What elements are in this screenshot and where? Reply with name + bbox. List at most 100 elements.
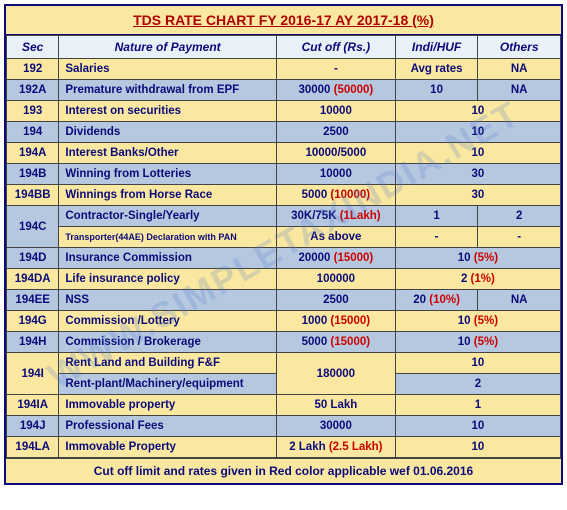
cell-sec: 194C <box>7 206 59 248</box>
cell-cutoff: 30K/75K (1Lakh) <box>276 206 395 227</box>
table-row: 194LAImmovable Property2 Lakh (2.5 Lakh)… <box>7 437 561 458</box>
cell-cutoff: 30000 <box>276 416 395 437</box>
cell-cutoff: 10000/5000 <box>276 143 395 164</box>
cell-nature: Winning from Lotteries <box>59 164 277 185</box>
table-row: 194GCommission /Lottery1000 (15000)10 (5… <box>7 311 561 332</box>
cell-rate-merged: 10 <box>395 122 560 143</box>
table-row: 194Dividends250010 <box>7 122 561 143</box>
cell-indi: 20 (10%) <box>395 290 478 311</box>
cell-sec: 194LA <box>7 437 59 458</box>
table-row: 194IRent Land and Building F&F18000010 <box>7 353 561 374</box>
cell-rate-merged: 10 <box>395 437 560 458</box>
cell-sec: 194BB <box>7 185 59 206</box>
table-row: 192APremature withdrawal from EPF30000 (… <box>7 80 561 101</box>
cell-cutoff: 180000 <box>276 353 395 395</box>
cell-rate-merged: 10 <box>395 101 560 122</box>
cell-rate-merged: 10 <box>395 143 560 164</box>
cell-cutoff: 100000 <box>276 269 395 290</box>
cell-sec: 194A <box>7 143 59 164</box>
cell-cutoff: 30000 (50000) <box>276 80 395 101</box>
cell-nature: Winnings from Horse Race <box>59 185 277 206</box>
cell-others: NA <box>478 80 561 101</box>
cell-sec: 194IA <box>7 395 59 416</box>
cell-cutoff: 5000 (10000) <box>276 185 395 206</box>
cell-indi: Avg rates <box>395 59 478 80</box>
cell-nature: NSS <box>59 290 277 311</box>
cell-rate-merged: 2 <box>395 374 560 395</box>
cell-nature: Salaries <box>59 59 277 80</box>
cell-indi: 1 <box>395 206 478 227</box>
cell-nature: Life insurance policy <box>59 269 277 290</box>
header-nature: Nature of Payment <box>59 36 277 59</box>
table-row: 194BWinning from Lotteries1000030 <box>7 164 561 185</box>
cell-cutoff: - <box>276 59 395 80</box>
cell-sec: 194D <box>7 248 59 269</box>
header-sec: Sec <box>7 36 59 59</box>
cell-indi: 10 <box>395 80 478 101</box>
table-row: 193Interest on securities1000010 <box>7 101 561 122</box>
cell-indi: - <box>395 227 478 248</box>
cell-rate-merged: 10 (5%) <box>395 248 560 269</box>
cell-sec: 194EE <box>7 290 59 311</box>
cell-nature: Insurance Commission <box>59 248 277 269</box>
cell-sec: 194B <box>7 164 59 185</box>
table-row: 194JProfessional Fees3000010 <box>7 416 561 437</box>
cell-cutoff: 2500 <box>276 122 395 143</box>
cell-others: - <box>478 227 561 248</box>
footnote-text: Cut off limit and rates given in Red col… <box>6 458 561 483</box>
cell-cutoff: 50 Lakh <box>276 395 395 416</box>
cell-rate-merged: 2 (1%) <box>395 269 560 290</box>
cell-sec: 194H <box>7 332 59 353</box>
cell-nature: Transporter(44AE) Declaration with PAN <box>59 227 277 248</box>
cell-sec: 194J <box>7 416 59 437</box>
header-indi: Indi/HUF <box>395 36 478 59</box>
cell-cutoff: 2500 <box>276 290 395 311</box>
table-row: 194AInterest Banks/Other10000/500010 <box>7 143 561 164</box>
cell-nature: Rent Land and Building F&F <box>59 353 277 374</box>
cell-sec: 192 <box>7 59 59 80</box>
cell-rate-merged: 1 <box>395 395 560 416</box>
table-row: 192Salaries-Avg ratesNA <box>7 59 561 80</box>
cell-nature: Dividends <box>59 122 277 143</box>
cell-cutoff: 20000 (15000) <box>276 248 395 269</box>
cell-cutoff: 10000 <box>276 164 395 185</box>
table-row: 194IAImmovable property50 Lakh1 <box>7 395 561 416</box>
cell-cutoff: As above <box>276 227 395 248</box>
cell-cutoff: 1000 (15000) <box>276 311 395 332</box>
cell-nature: Commission /Lottery <box>59 311 277 332</box>
cell-rate-merged: 30 <box>395 164 560 185</box>
table-row: 194DALife insurance policy1000002 (1%) <box>7 269 561 290</box>
table-header-row: Sec Nature of Payment Cut off (Rs.) Indi… <box>7 36 561 59</box>
cell-cutoff: 5000 (15000) <box>276 332 395 353</box>
cell-others: NA <box>478 59 561 80</box>
cell-others: 2 <box>478 206 561 227</box>
cell-others: NA <box>478 290 561 311</box>
cell-sec: 194 <box>7 122 59 143</box>
chart-title: TDS RATE CHART FY 2016-17 AY 2017-18 (%) <box>6 6 561 35</box>
table-row: 194DInsurance Commission20000 (15000)10 … <box>7 248 561 269</box>
cell-rate-merged: 10 <box>395 416 560 437</box>
table-row: Transporter(44AE) Declaration with PANAs… <box>7 227 561 248</box>
table-row: 194CContractor-Single/Yearly30K/75K (1La… <box>7 206 561 227</box>
table-row: 194HCommission / Brokerage5000 (15000)10… <box>7 332 561 353</box>
cell-sec: 194I <box>7 353 59 395</box>
cell-sec: 194G <box>7 311 59 332</box>
cell-sec: 194DA <box>7 269 59 290</box>
cell-nature: Interest Banks/Other <box>59 143 277 164</box>
header-others: Others <box>478 36 561 59</box>
table-row: 194BBWinnings from Horse Race5000 (10000… <box>7 185 561 206</box>
cell-nature: Interest on securities <box>59 101 277 122</box>
cell-rate-merged: 10 <box>395 353 560 374</box>
cell-rate-merged: 30 <box>395 185 560 206</box>
cell-rate-merged: 10 (5%) <box>395 332 560 353</box>
cell-rate-merged: 10 (5%) <box>395 311 560 332</box>
cell-cutoff: 2 Lakh (2.5 Lakh) <box>276 437 395 458</box>
chart-container: WWW.SIMPLETAXINDIA.NET TDS RATE CHART FY… <box>4 4 563 485</box>
cell-sec: 192A <box>7 80 59 101</box>
cell-nature: Contractor-Single/Yearly <box>59 206 277 227</box>
cell-nature: Rent-plant/Machinery/equipment <box>59 374 277 395</box>
cell-nature: Immovable Property <box>59 437 277 458</box>
cell-cutoff: 10000 <box>276 101 395 122</box>
tds-rate-table: Sec Nature of Payment Cut off (Rs.) Indi… <box>6 35 561 458</box>
cell-sec: 193 <box>7 101 59 122</box>
